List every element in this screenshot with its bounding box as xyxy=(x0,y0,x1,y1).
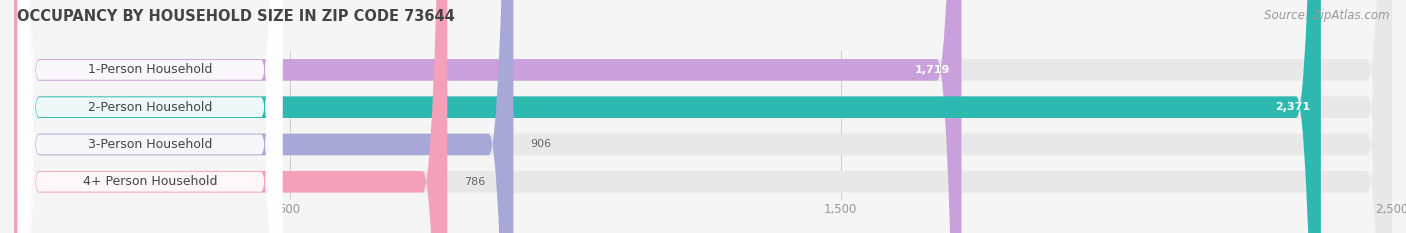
Text: 1-Person Household: 1-Person Household xyxy=(87,63,212,76)
Text: 2-Person Household: 2-Person Household xyxy=(87,101,212,114)
FancyBboxPatch shape xyxy=(14,0,1392,233)
FancyBboxPatch shape xyxy=(14,0,962,233)
Text: 2,371: 2,371 xyxy=(1275,102,1310,112)
FancyBboxPatch shape xyxy=(14,0,1320,233)
FancyBboxPatch shape xyxy=(14,0,1392,233)
FancyBboxPatch shape xyxy=(18,0,283,233)
Text: Source: ZipAtlas.com: Source: ZipAtlas.com xyxy=(1264,9,1389,22)
FancyBboxPatch shape xyxy=(14,0,1392,233)
FancyBboxPatch shape xyxy=(18,0,283,233)
Text: 1,719: 1,719 xyxy=(915,65,950,75)
FancyBboxPatch shape xyxy=(18,0,283,233)
FancyBboxPatch shape xyxy=(14,0,1392,233)
Text: 786: 786 xyxy=(464,177,485,187)
FancyBboxPatch shape xyxy=(18,0,283,233)
FancyBboxPatch shape xyxy=(14,0,447,233)
Text: 3-Person Household: 3-Person Household xyxy=(87,138,212,151)
FancyBboxPatch shape xyxy=(14,0,513,233)
Text: OCCUPANCY BY HOUSEHOLD SIZE IN ZIP CODE 73644: OCCUPANCY BY HOUSEHOLD SIZE IN ZIP CODE … xyxy=(17,9,454,24)
Text: 906: 906 xyxy=(530,140,551,149)
Text: 4+ Person Household: 4+ Person Household xyxy=(83,175,218,188)
